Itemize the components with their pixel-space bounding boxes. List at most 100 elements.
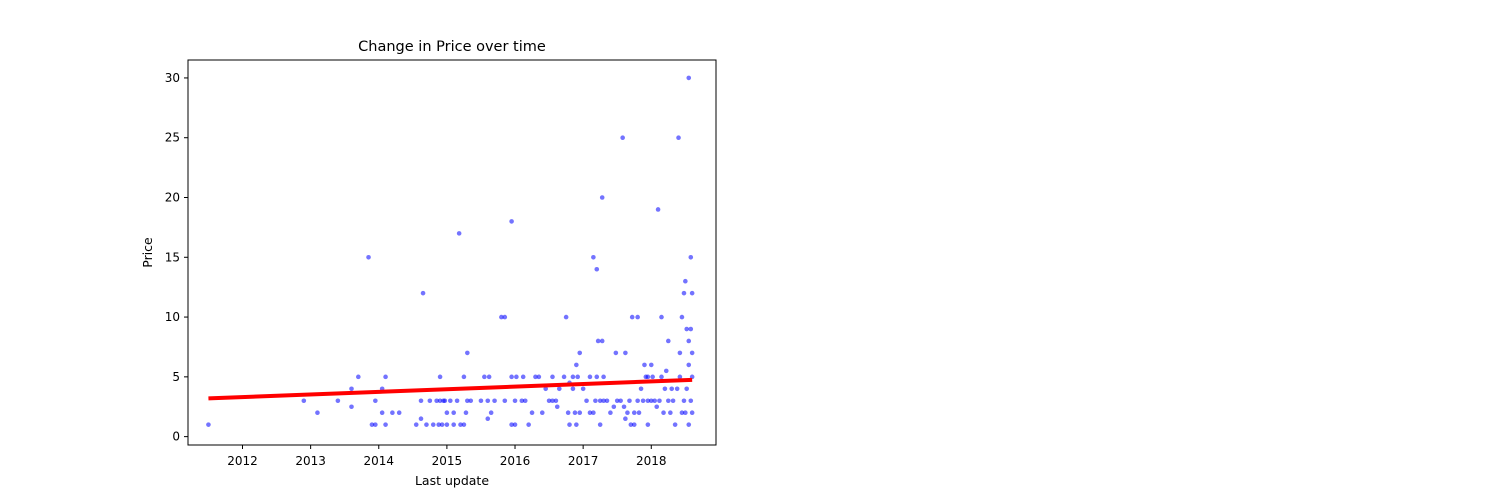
data-point <box>631 410 637 416</box>
data-point <box>679 314 685 320</box>
data-point <box>611 404 617 410</box>
y-tick-label: 0 <box>172 430 180 444</box>
data-point <box>684 326 689 332</box>
data-point <box>461 374 467 380</box>
data-point <box>424 422 429 427</box>
data-point <box>550 398 555 404</box>
data-point <box>599 195 605 200</box>
data-point <box>577 350 583 356</box>
data-point <box>669 386 675 392</box>
x-axis-ticks: 2012 2013 2014 2015 2016 2017 2018 <box>227 445 667 468</box>
data-point <box>594 374 600 380</box>
data-point <box>668 410 673 416</box>
data-point <box>601 398 606 404</box>
y-tick-label: 15 <box>165 250 180 264</box>
data-point <box>520 374 526 380</box>
data-point <box>591 410 596 416</box>
data-point <box>681 290 687 296</box>
data-point <box>383 422 388 427</box>
data-point <box>485 398 491 404</box>
data-point <box>662 386 668 392</box>
data-point <box>492 398 497 404</box>
data-point <box>468 398 474 404</box>
data-point <box>661 410 666 416</box>
data-point <box>628 422 634 427</box>
data-point <box>349 386 354 392</box>
x-tick-label: 2013 <box>295 454 326 468</box>
x-axis-label: Last update <box>415 473 489 488</box>
data-point <box>645 398 651 404</box>
data-point <box>681 398 687 404</box>
data-point <box>509 422 514 427</box>
data-point <box>587 410 593 416</box>
data-point <box>315 410 320 416</box>
x-tick-label: 2016 <box>500 454 531 468</box>
data-point <box>369 422 375 427</box>
data-point <box>604 398 610 404</box>
data-point <box>677 350 683 356</box>
data-point <box>679 410 685 416</box>
data-point <box>444 410 450 416</box>
data-point <box>683 410 688 416</box>
data-point <box>478 398 484 404</box>
y-tick-label: 25 <box>165 131 180 145</box>
data-point <box>686 422 692 427</box>
data-point <box>390 410 395 416</box>
data-point <box>546 398 552 404</box>
data-point <box>688 326 694 332</box>
data-point <box>502 314 508 320</box>
data-point <box>670 398 676 404</box>
data-point <box>657 398 662 404</box>
data-point <box>356 374 361 380</box>
data-point <box>373 422 378 427</box>
y-tick-label: 20 <box>165 191 180 205</box>
x-tick-label: 2018 <box>636 454 667 468</box>
data-point <box>536 374 542 380</box>
data-point <box>458 422 463 427</box>
data-point <box>627 398 632 404</box>
data-point <box>442 398 448 404</box>
data-point <box>663 368 669 374</box>
data-point <box>623 416 628 422</box>
data-point <box>379 410 385 416</box>
data-point <box>550 374 555 380</box>
data-point <box>623 350 628 356</box>
data-point <box>648 362 654 368</box>
data-point <box>427 398 433 404</box>
data-point <box>674 386 680 392</box>
data-point <box>463 410 469 416</box>
data-point <box>420 290 426 296</box>
y-axis-ticks: 0 5 10 15 20 25 30 <box>165 71 188 444</box>
data-point <box>659 374 664 380</box>
plot-frame <box>187 59 717 446</box>
data-point <box>557 386 562 392</box>
y-tick-label: 30 <box>165 71 180 85</box>
data-point <box>418 398 424 404</box>
data-point <box>206 422 211 427</box>
data-point <box>684 386 689 392</box>
data-point <box>488 410 494 416</box>
data-point <box>543 386 548 392</box>
data-point <box>648 398 654 404</box>
data-point <box>522 398 528 404</box>
data-point <box>638 386 644 392</box>
data-point <box>686 75 692 81</box>
data-point <box>575 374 580 380</box>
data-point <box>652 398 657 404</box>
data-point <box>587 374 593 380</box>
data-point <box>465 350 470 356</box>
data-point <box>676 135 681 141</box>
data-point <box>677 374 683 380</box>
data-point <box>486 374 492 380</box>
data-point <box>574 362 579 368</box>
data-point <box>553 398 559 404</box>
data-point <box>461 422 467 427</box>
data-point <box>413 422 419 427</box>
data-point <box>373 398 378 404</box>
data-point <box>620 135 625 141</box>
data-point <box>465 398 470 404</box>
data-point <box>533 374 538 380</box>
x-tick-label: 2012 <box>227 454 258 468</box>
data-point <box>635 314 640 320</box>
